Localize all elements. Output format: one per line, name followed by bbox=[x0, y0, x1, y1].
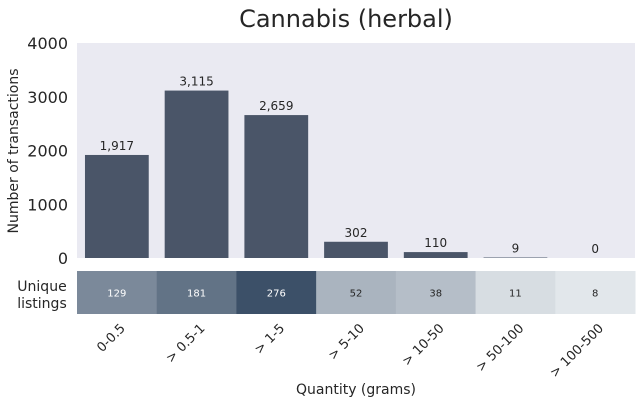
bar-4 bbox=[324, 241, 388, 258]
heatmap-value-label: 129 bbox=[107, 289, 126, 300]
x-tick-label: 0-0.5 bbox=[94, 321, 128, 355]
y-axis-label: Number of transactions bbox=[6, 68, 22, 233]
heatmap-label-line2: listings bbox=[17, 296, 67, 312]
x-tick-label: > 100-500 bbox=[547, 321, 607, 381]
x-tick-label: > 5-10 bbox=[326, 321, 368, 363]
bar-1 bbox=[84, 154, 149, 258]
y-tick-label: 4000 bbox=[27, 34, 68, 53]
y-tick-label: 2000 bbox=[27, 142, 68, 161]
x-tick-label: > 50-100 bbox=[473, 321, 527, 375]
heatmap-cell-7 bbox=[555, 271, 636, 314]
bar-value-label: 2,659 bbox=[259, 99, 293, 113]
heatmap-value-label: 8 bbox=[592, 289, 598, 300]
y-tick-label: 0 bbox=[58, 249, 68, 268]
bar-2 bbox=[164, 90, 229, 258]
x-tick-label: > 1-5 bbox=[252, 321, 288, 357]
chart-title: Cannabis (herbal) bbox=[239, 5, 453, 33]
bar-value-label: 0 bbox=[591, 242, 599, 256]
bar-value-label: 302 bbox=[345, 226, 368, 240]
heatmap-cell-2 bbox=[156, 271, 237, 314]
x-tick-label: > 10-50 bbox=[400, 321, 448, 369]
heatmap-cell-1 bbox=[77, 271, 158, 314]
heatmap-row-label: Unique listings bbox=[17, 279, 67, 312]
bar-3 bbox=[244, 115, 309, 258]
bar-value-label: 110 bbox=[424, 236, 447, 250]
heatmap-cell-4 bbox=[316, 271, 397, 314]
heatmap-value-label: 276 bbox=[267, 289, 286, 300]
heatmap-value-label: 11 bbox=[509, 289, 522, 300]
bar-5 bbox=[403, 252, 468, 258]
x-axis-label: Quantity (grams) bbox=[296, 382, 416, 398]
heatmap-cell-3 bbox=[236, 271, 317, 314]
heatmap-cell-5 bbox=[395, 271, 477, 314]
x-tick-label: > 0.5-1 bbox=[163, 321, 208, 366]
y-tick-label: 3000 bbox=[27, 88, 68, 107]
y-tick-label: 1000 bbox=[27, 195, 68, 214]
heatmap-label-line1: Unique bbox=[17, 279, 66, 295]
heatmap-value-label: 52 bbox=[350, 289, 363, 300]
heatmap-cell-6 bbox=[475, 271, 556, 314]
heatmap-value-label: 38 bbox=[429, 289, 442, 300]
bar-value-label: 1,917 bbox=[100, 139, 134, 153]
bar-value-label: 3,115 bbox=[179, 75, 213, 89]
heatmap-value-label: 181 bbox=[187, 289, 206, 300]
bar-value-label: 9 bbox=[512, 242, 520, 256]
